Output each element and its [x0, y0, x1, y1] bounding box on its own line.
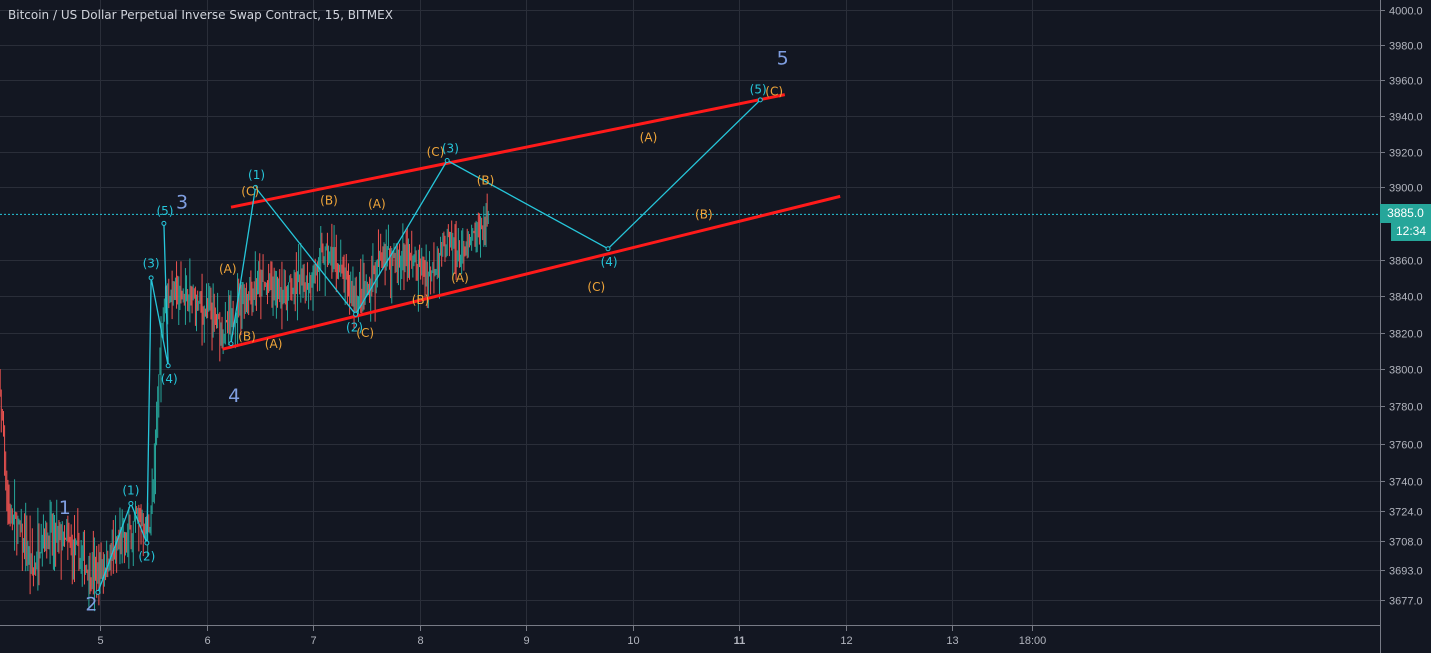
- price-tick-label: 3740.0: [1389, 477, 1423, 489]
- price-tick-label: 3693.0: [1389, 566, 1423, 578]
- time-tick-label: 13: [946, 635, 958, 647]
- wave-point: [252, 184, 258, 190]
- wave-label-wave: (4): [601, 255, 618, 269]
- time-axis[interactable]: 5 6 7 8 9 10 11 12 13 18:00: [97, 626, 1046, 647]
- price-tick-label: 3900.0: [1389, 183, 1423, 195]
- wave-label-wave: (4): [161, 372, 178, 386]
- price-tick-label: 3920.0: [1389, 148, 1423, 160]
- time-tick-label: 5: [97, 635, 103, 647]
- wave-label-minor: (A): [265, 337, 283, 351]
- price-tick-label: 3820.0: [1389, 329, 1423, 341]
- price-tick-label: 3760.0: [1389, 440, 1423, 452]
- wave-label-minor: (C): [587, 280, 605, 294]
- time-tick-label: 9: [523, 635, 529, 647]
- price-tick-label: 3840.0: [1389, 292, 1423, 304]
- wave-labels: 1 2 3 4 5 (1) (2) (3) (4) (5) (1) (2) (3) (4) (5) (A) (B…: [59, 47, 789, 615]
- price-tick-label: 3708.0: [1389, 537, 1423, 549]
- wave-label-minor: (A): [640, 131, 658, 145]
- time-tick-label: 7: [310, 635, 316, 647]
- wave-label-minor: (B): [238, 330, 256, 344]
- price-tick-label: 3677.0: [1389, 596, 1423, 608]
- wave-label-wave: (1): [122, 484, 139, 498]
- wave-label-minor: (B): [695, 208, 713, 222]
- wave-point: [444, 158, 450, 164]
- price-axis[interactable]: 4000.0 3980.0 3960.0 3940.0 3920.0 3900.0 3860…: [1380, 6, 1423, 608]
- wave-label-minor: (A): [219, 262, 237, 276]
- wave-label-major: 2: [85, 594, 97, 616]
- price-tick-label: 3940.0: [1389, 112, 1423, 124]
- price-tick-label: 3860.0: [1389, 256, 1423, 268]
- wave-point: [353, 311, 359, 317]
- wave-label-wave: (2): [346, 320, 363, 334]
- wave-label-minor: (C): [356, 326, 374, 340]
- wave-label-wave: (5): [156, 204, 173, 218]
- time-tick-label: 18:00: [1019, 635, 1047, 647]
- time-tick-label: 10: [627, 635, 639, 647]
- wave-label-wave: (3): [442, 141, 459, 155]
- wave-point: [148, 275, 154, 281]
- time-tick-label: 6: [204, 635, 210, 647]
- time-tick-label: 11: [734, 635, 746, 647]
- channel-lines[interactable]: [222, 93, 841, 351]
- wave-point: [228, 341, 234, 347]
- grid: [0, 0, 1380, 625]
- wave-label-major: 4: [228, 385, 240, 407]
- wave-label-minor: (C): [765, 84, 783, 98]
- wave-point: [144, 540, 150, 546]
- wave-label-minor: (B): [477, 174, 495, 188]
- bar-countdown: 12:34: [1391, 222, 1431, 241]
- channel-trendline[interactable]: [230, 93, 786, 209]
- elliott-wave-line[interactable]: [230, 99, 761, 344]
- wave-label-major: 3: [176, 192, 188, 214]
- wave-point: [605, 246, 611, 252]
- wave-label-minor: (A): [368, 197, 386, 211]
- wave-label-major: 1: [59, 497, 71, 519]
- wave-label-minor: (C): [427, 145, 445, 159]
- wave-label-minor: (A): [451, 271, 469, 285]
- wave-point: [128, 500, 134, 506]
- wave-point: [95, 589, 101, 595]
- price-tick-label: 3724.0: [1389, 507, 1423, 519]
- last-price-tag: 3885.0: [1380, 204, 1431, 223]
- wave-label-wave: (5): [750, 83, 767, 97]
- price-tick-label: 3800.0: [1389, 365, 1423, 377]
- time-tick-label: 12: [840, 635, 852, 647]
- wave-label-major: 5: [777, 47, 789, 69]
- wave-label-wave: (1): [248, 168, 265, 182]
- wave-lines[interactable]: [95, 97, 763, 595]
- time-tick-label: 8: [417, 635, 423, 647]
- price-tick-label: 3980.0: [1389, 41, 1423, 53]
- elliott-wave-line[interactable]: [97, 223, 169, 593]
- wave-point: [165, 363, 171, 369]
- wave-label-minor: (C): [241, 184, 259, 198]
- wave-label-minor: (B): [412, 293, 430, 307]
- wave-point: [757, 97, 763, 103]
- channel-trendline[interactable]: [222, 194, 841, 351]
- wave-label-wave: (2): [138, 550, 155, 564]
- price-tick-label: 3780.0: [1389, 402, 1423, 414]
- wave-label-wave: (3): [143, 257, 160, 271]
- price-tick-label: 3960.0: [1389, 76, 1423, 88]
- price-axis-bg[interactable]: [1380, 0, 1431, 653]
- wave-point: [161, 220, 167, 226]
- wave-label-minor: (B): [320, 193, 338, 207]
- price-tick-label: 4000.0: [1389, 6, 1423, 18]
- chart-title: Bitcoin / US Dollar Perpetual Inverse Sw…: [8, 8, 393, 22]
